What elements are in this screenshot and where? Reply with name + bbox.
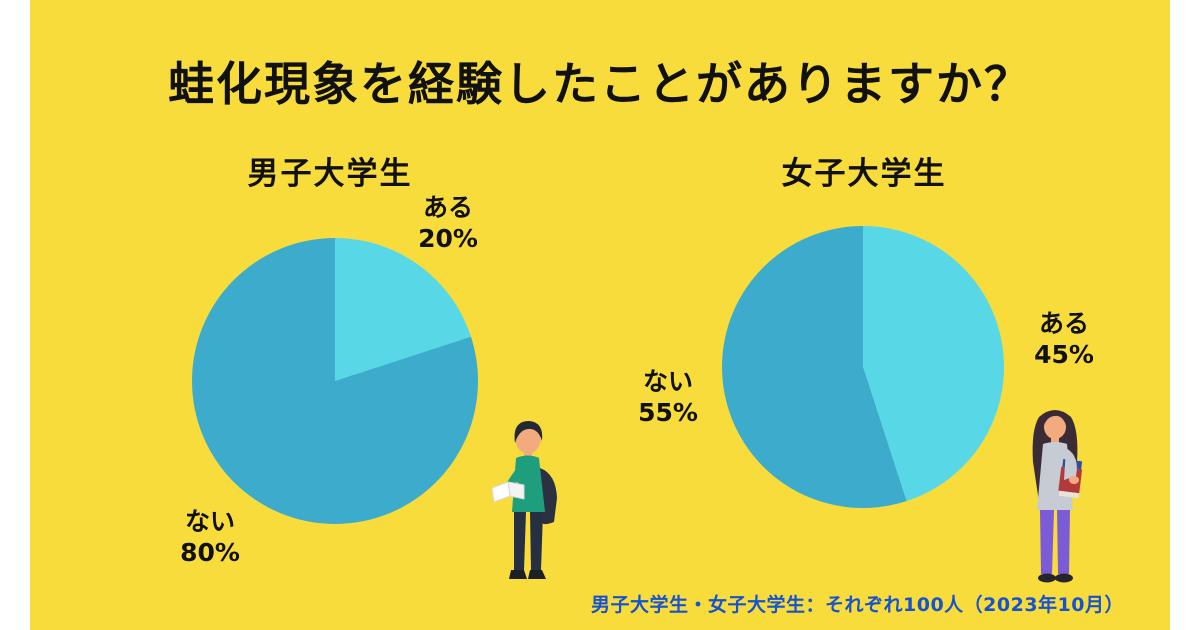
pie-label-female-nai: ない 55% — [618, 366, 718, 429]
pie-chart-male — [192, 238, 478, 524]
pie-label-male-nai: ない 80% — [160, 506, 260, 569]
female-student-books-icon — [1032, 410, 1083, 583]
source-caption: 男子大学生・女子大学生：それぞれ100人（2023年10月） — [591, 594, 1124, 616]
pie-label-female-aru: ある 45% — [1014, 308, 1114, 371]
pie-label-male-aru: ある 20% — [398, 192, 498, 255]
label-text: ある — [422, 193, 473, 222]
chart-title-female: 女子大学生 — [781, 156, 947, 192]
label-text: ある — [1038, 309, 1089, 338]
label-percent: 80% — [180, 538, 240, 568]
chart-title-male: 男子大学生 — [247, 156, 413, 192]
label-percent: 45% — [1034, 340, 1094, 370]
page-title: 蛙化現象を経験したことがありますか？ — [168, 57, 1032, 111]
male-student-reading-icon — [491, 421, 557, 579]
label-text: ない — [184, 507, 235, 536]
label-text: ない — [642, 367, 693, 396]
label-percent: 20% — [418, 224, 478, 254]
female-student-illustration — [1008, 402, 1104, 598]
male-student-illustration — [478, 416, 582, 598]
pie-chart-female — [722, 226, 1004, 508]
label-percent: 55% — [638, 398, 698, 428]
